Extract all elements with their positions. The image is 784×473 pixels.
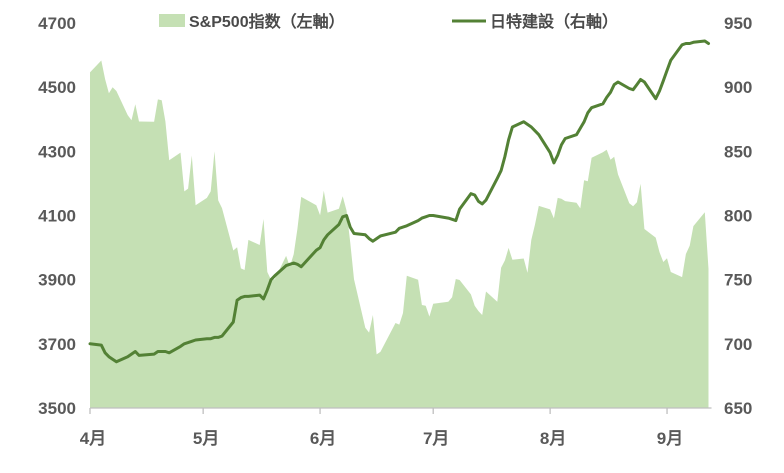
right-axis-label: 800 [724, 207, 752, 226]
right-axis-label: 950 [724, 14, 752, 33]
left-axis-label: 4700 [38, 14, 76, 33]
legend-line-label: 日特建設（右軸） [490, 12, 618, 31]
x-axis-label: 5月 [193, 429, 219, 448]
right-axis-label: 850 [724, 142, 752, 161]
left-axis-label: 3900 [38, 271, 76, 290]
left-axis-label: 4100 [38, 207, 76, 226]
x-axis-label: 8月 [540, 429, 566, 448]
right-axis-label: 650 [724, 399, 752, 418]
legend: S&P500指数（左軸） 日特建設（右軸） [159, 12, 618, 31]
x-axis-label: 7月 [423, 429, 449, 448]
nittoc-line-series [88, 39, 710, 364]
axes: 4月 5月 6月 7月 8月 9月 4700 4500 4300 4100 3900 3700 3500… [38, 14, 752, 448]
legend-area-swatch [159, 14, 185, 27]
right-axis-label: 700 [724, 335, 752, 354]
legend-area-label: S&P500指数（左軸） [189, 12, 345, 31]
x-axis-label: 4月 [80, 429, 106, 448]
plot-area [88, 39, 710, 408]
x-axis-label: 9月 [657, 429, 683, 448]
left-axis-label: 3500 [38, 399, 76, 418]
right-axis-label: 900 [724, 78, 752, 97]
left-axis-label: 4300 [38, 142, 76, 161]
left-axis-label: 4500 [38, 78, 76, 97]
left-axis-label: 3700 [38, 335, 76, 354]
sp500-area-series [90, 60, 709, 408]
right-axis-label: 750 [724, 271, 752, 290]
x-axis-label: 6月 [310, 429, 336, 448]
